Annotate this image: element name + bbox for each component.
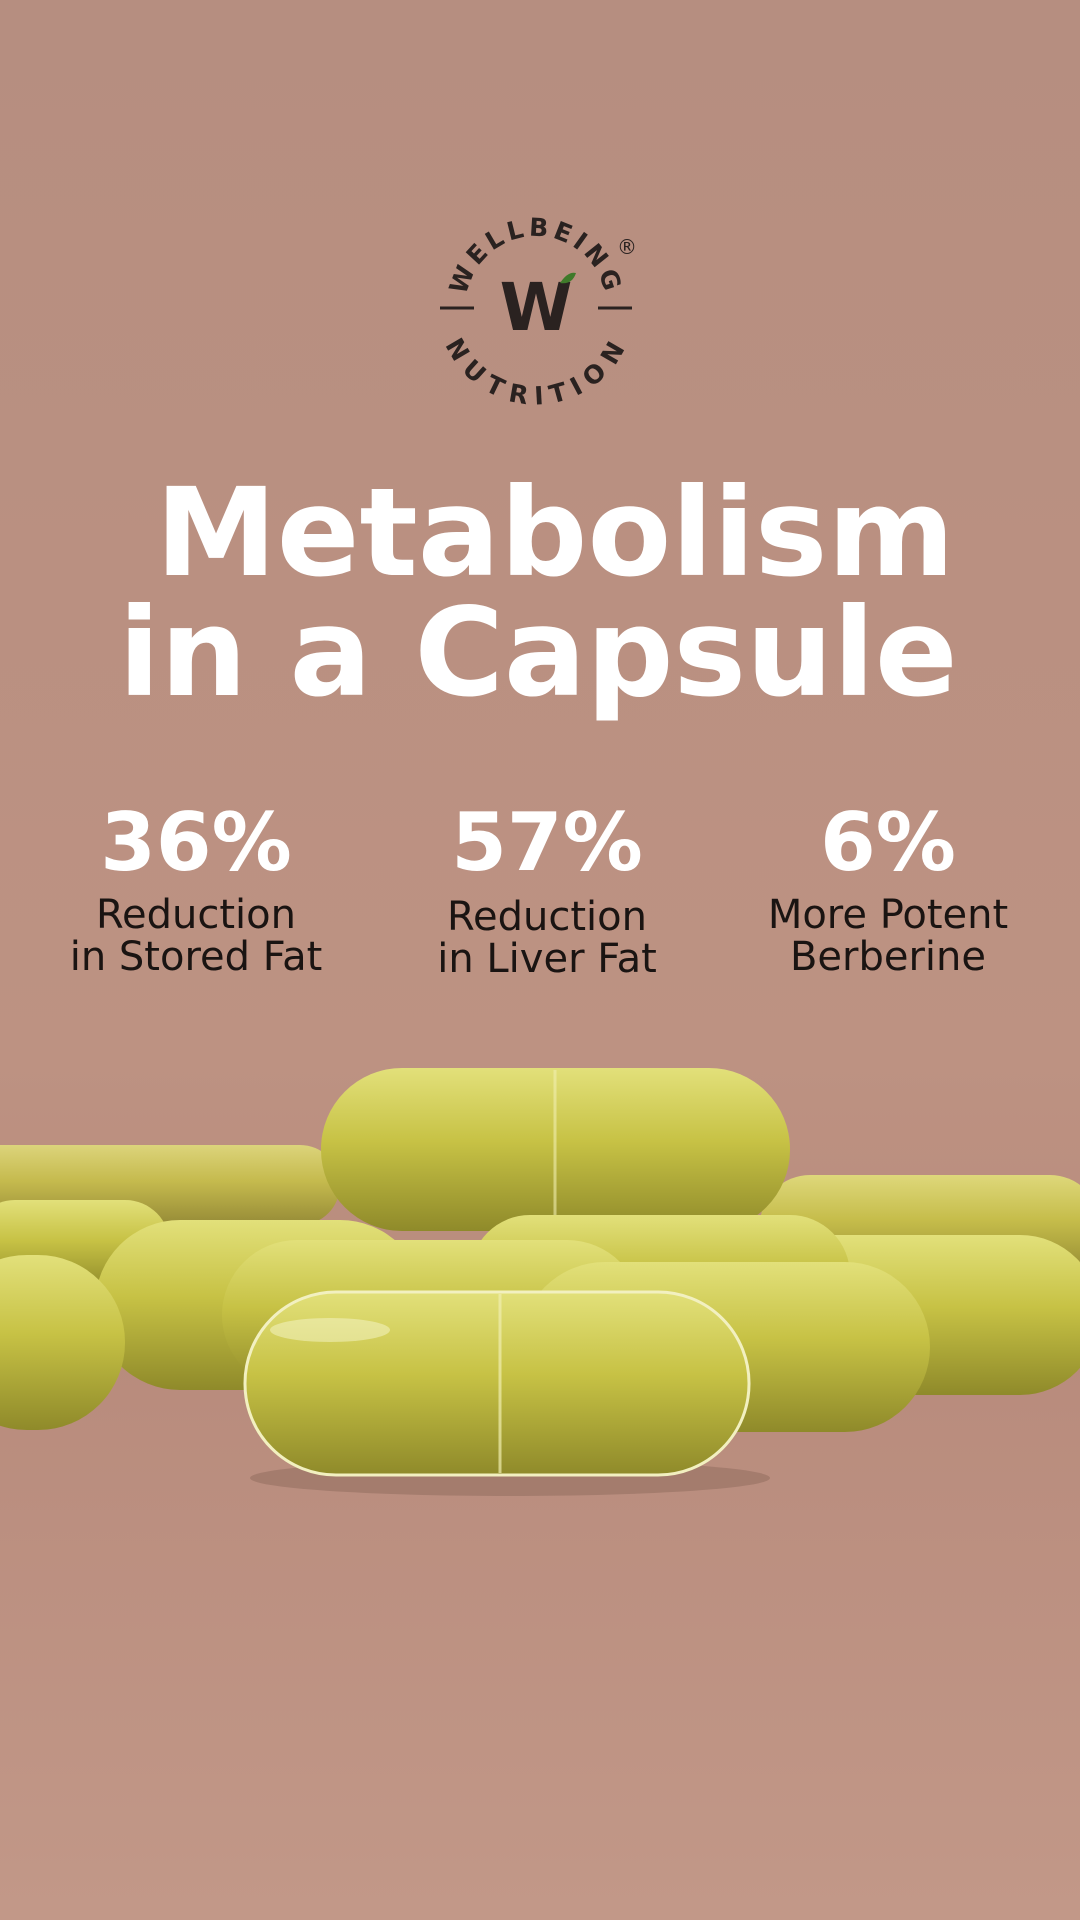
logo-mark: W bbox=[500, 269, 573, 346]
headline-line: in a Capsule bbox=[118, 582, 957, 724]
logo-leaf bbox=[560, 272, 576, 284]
stat-value: 6% bbox=[820, 796, 956, 889]
capsule bbox=[243, 1290, 751, 1477]
stat-label: Reduction bbox=[96, 892, 296, 938]
stat-label: Reduction bbox=[447, 894, 647, 940]
stat-label: More Potent bbox=[768, 892, 1008, 938]
stat-value: 36% bbox=[100, 796, 291, 889]
capsule bbox=[0, 1255, 125, 1430]
stat-value: 57% bbox=[451, 796, 642, 889]
capsules bbox=[0, 1068, 1080, 1496]
stat-label: in Liver Fat bbox=[437, 936, 657, 982]
headline-line: Metabolism bbox=[155, 462, 954, 604]
highlight bbox=[270, 1318, 390, 1342]
logo-registered: ® bbox=[617, 235, 637, 259]
stats: 36% Reduction in Stored Fat 57% Reductio… bbox=[70, 796, 1008, 982]
stat-label: in Stored Fat bbox=[70, 934, 323, 980]
stat-label: Berberine bbox=[790, 934, 986, 980]
